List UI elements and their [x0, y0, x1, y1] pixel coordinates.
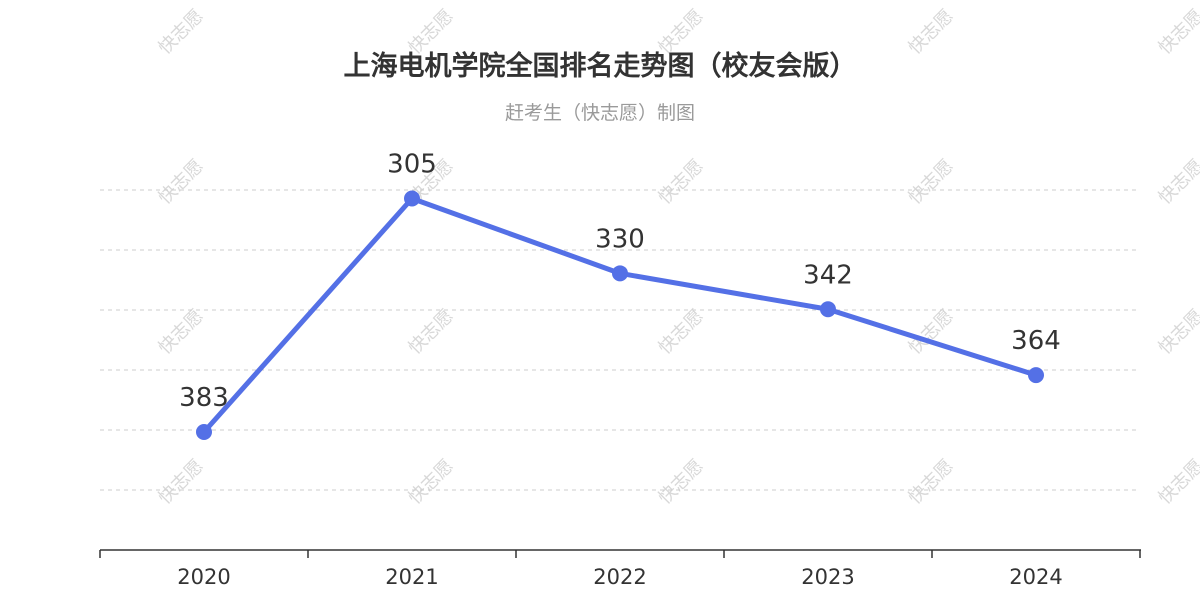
data-point: [820, 301, 836, 318]
chart-subtitle: 赶考生（快志愿）制图: [504, 102, 695, 124]
data-label: 383: [179, 383, 229, 413]
x-tick-label: 2021: [385, 565, 438, 589]
data-point: [404, 190, 420, 207]
x-tick-label: 2024: [1009, 565, 1062, 589]
data-label: 305: [387, 150, 437, 180]
data-point: [1028, 367, 1044, 384]
x-tick-label: 2022: [593, 565, 646, 589]
x-tick-label: 2020: [177, 565, 230, 589]
data-label: 330: [595, 224, 645, 254]
data-label: 364: [1011, 326, 1061, 356]
data-point: [196, 424, 212, 440]
x-tick-label: 2023: [801, 565, 854, 589]
data-label: 342: [803, 260, 853, 290]
chart-title: 上海电机学院全国排名走势图（校友会版）: [343, 51, 857, 82]
data-point: [612, 265, 628, 282]
